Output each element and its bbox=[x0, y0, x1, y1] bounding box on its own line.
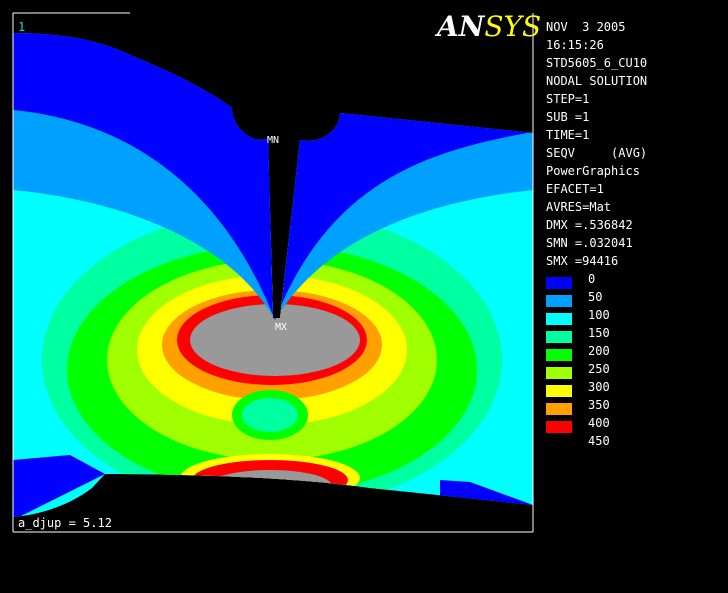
legend-label: 300 bbox=[588, 380, 610, 394]
info-line: TIME=1 bbox=[546, 128, 589, 142]
frame bbox=[12, 12, 534, 533]
legend-label: 150 bbox=[588, 326, 610, 340]
legend-swatch bbox=[546, 295, 572, 307]
info-line: PowerGraphics bbox=[546, 164, 640, 178]
info-line: AVRES=Mat bbox=[546, 200, 611, 214]
legend-swatch bbox=[546, 421, 572, 433]
legend-label: 50 bbox=[588, 290, 602, 304]
contour-max bbox=[190, 304, 360, 376]
window-number: 1 bbox=[18, 20, 25, 34]
contour bbox=[242, 398, 298, 432]
legend-label: 400 bbox=[588, 416, 610, 430]
info-line: STD5605_6_CU10 bbox=[546, 56, 647, 70]
legend-swatch bbox=[546, 313, 572, 325]
legend-label: 450 bbox=[588, 434, 610, 448]
legend-swatch bbox=[546, 367, 572, 379]
footer-label: a_djup = 5.12 bbox=[18, 516, 112, 530]
logo: ANSYS bbox=[434, 10, 541, 43]
legend-swatch bbox=[546, 349, 572, 361]
info-line: SMX =94416 bbox=[546, 254, 618, 268]
logo-part: SYS bbox=[484, 10, 541, 43]
legend-label: 350 bbox=[588, 398, 610, 412]
info-line: NODAL SOLUTION bbox=[546, 74, 647, 88]
contour bbox=[13, 455, 105, 517]
max-marker: MX bbox=[275, 322, 287, 333]
legend-swatch bbox=[546, 385, 572, 397]
info-line: SMN =.032041 bbox=[546, 236, 633, 250]
legend-label: 100 bbox=[588, 308, 610, 322]
info-line: 16:15:26 bbox=[546, 38, 604, 52]
legend-label: 200 bbox=[588, 344, 610, 358]
legend-label: 250 bbox=[588, 362, 610, 376]
min-marker: MN bbox=[267, 135, 279, 146]
legend-label: 0 bbox=[588, 272, 595, 286]
legend-swatch bbox=[546, 331, 572, 343]
logo-part: AN bbox=[434, 10, 486, 43]
info-line: STEP=1 bbox=[546, 92, 589, 106]
info-line: SUB =1 bbox=[546, 110, 589, 124]
info-line: EFACET=1 bbox=[546, 182, 604, 196]
info-line: SEQV (AVG) bbox=[546, 146, 647, 160]
info-line: DMX =.536842 bbox=[546, 218, 633, 232]
info-line: NOV 3 2005 bbox=[546, 20, 625, 34]
legend-swatch bbox=[546, 277, 572, 289]
legend-swatch bbox=[546, 403, 572, 415]
